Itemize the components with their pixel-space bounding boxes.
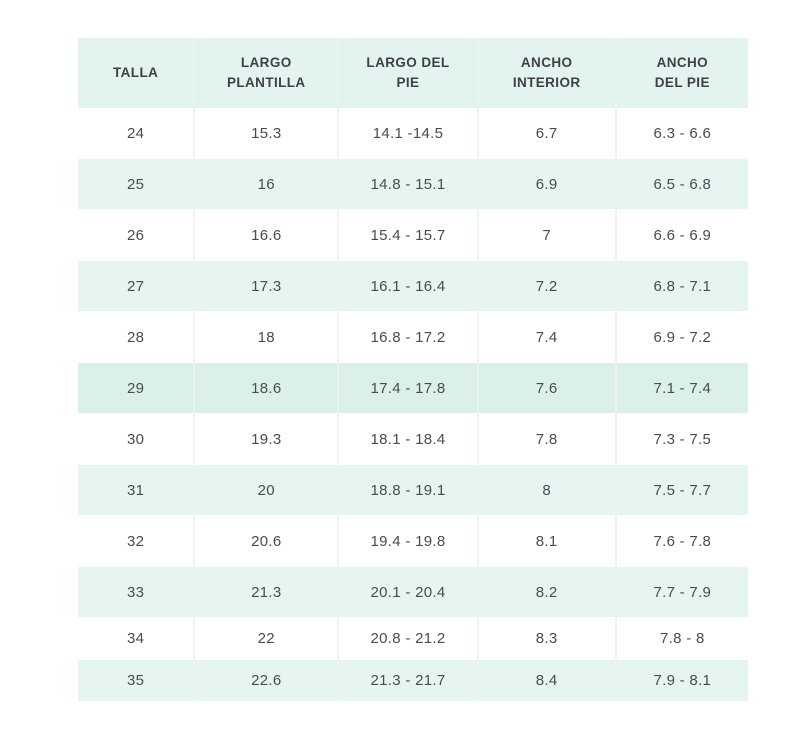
table-cell: 6.9 - 7.2 [616, 312, 748, 363]
table-cell: 8.3 [478, 618, 617, 660]
table-cell: 7.9 - 8.1 [616, 660, 748, 702]
table-header-row: TALLA LARGO PLANTILLA LARGO DEL PIE ANCHO I… [78, 38, 748, 108]
table-cell: 6.3 - 6.6 [616, 108, 748, 159]
table-cell: 25 [78, 159, 196, 210]
table-cell: 6.9 [478, 159, 617, 210]
column-header: ANCHO INTERIOR [479, 38, 617, 108]
table-cell: 16 [195, 159, 340, 210]
table-cell: 14.8 - 15.1 [339, 159, 479, 210]
table-cell: 18.1 - 18.4 [339, 414, 479, 465]
table-cell: 29 [78, 363, 196, 414]
table-cell: 6.5 - 6.8 [616, 159, 748, 210]
table-row: 24 15.3 14.1 -14.5 6.7 6.3 - 6.6 [78, 108, 748, 159]
table-cell: 24 [78, 108, 196, 159]
table-cell: 16.1 - 16.4 [339, 261, 479, 312]
column-header: LARGO DEL PIE [339, 38, 479, 108]
table-cell: 22 [195, 618, 340, 660]
table-cell: 18.8 - 19.1 [339, 465, 479, 516]
table-cell: 33 [78, 567, 196, 618]
table-cell: 17.4 - 17.8 [339, 363, 479, 414]
table-cell: 8.1 [478, 516, 617, 567]
table-cell: 7.2 [478, 261, 617, 312]
table-row: 32 20.6 19.4 - 19.8 8.1 7.6 - 7.8 [78, 516, 748, 567]
table-cell: 35 [78, 660, 196, 702]
table-cell: 19.4 - 19.8 [339, 516, 479, 567]
table-row: 27 17.3 16.1 - 16.4 7.2 6.8 - 7.1 [78, 261, 748, 312]
table-cell: 27 [78, 261, 196, 312]
table-cell: 8.4 [478, 660, 617, 702]
column-header: LARGO PLANTILLA [195, 38, 340, 108]
table-cell: 7.3 - 7.5 [616, 414, 748, 465]
table-cell: 20 [195, 465, 340, 516]
table-cell: 18.6 [195, 363, 340, 414]
size-chart-table: TALLA LARGO PLANTILLA LARGO DEL PIE ANCHO I… [78, 38, 748, 702]
table-cell: 7.5 - 7.7 [616, 465, 748, 516]
table-row: 35 22.6 21.3 - 21.7 8.4 7.9 - 8.1 [78, 660, 748, 702]
table-cell: 7.1 - 7.4 [616, 363, 748, 414]
table-cell: 26 [78, 210, 196, 261]
table-cell: 14.1 -14.5 [339, 108, 479, 159]
table-cell: 8 [478, 465, 617, 516]
table-cell: 7.6 [478, 363, 617, 414]
table-row: 34 22 20.8 - 21.2 8.3 7.8 - 8 [78, 618, 748, 660]
table-cell: 7.8 [478, 414, 617, 465]
table-cell: 16.8 - 17.2 [339, 312, 479, 363]
table-cell: 20.1 - 20.4 [339, 567, 479, 618]
table-row: 28 18 16.8 - 17.2 7.4 6.9 - 7.2 [78, 312, 748, 363]
table-row: 31 20 18.8 - 19.1 8 7.5 - 7.7 [78, 465, 748, 516]
column-header: ANCHO DEL PIE [654, 54, 710, 90]
table-cell: 7.4 [478, 312, 617, 363]
table-body: 24 15.3 14.1 -14.5 6.7 6.3 - 6.6 25 16 14.8 - 1… [78, 108, 748, 702]
table-cell: 30 [78, 414, 196, 465]
table-cell: 6.6 - 6.9 [616, 210, 748, 261]
table-cell: 7.6 - 7.8 [616, 516, 748, 567]
table-cell: 15.4 - 15.7 [339, 210, 479, 261]
table-row: 26 16.6 15.4 - 15.7 7 6.6 - 6.9 [78, 210, 748, 261]
table-cell: 20.6 [195, 516, 340, 567]
table-cell: 8.2 [478, 567, 617, 618]
table-cell: 17.3 [195, 261, 340, 312]
table-cell: 7 [478, 210, 617, 261]
table-cell: 28 [78, 312, 196, 363]
table-cell: 6.8 - 7.1 [616, 261, 748, 312]
table-row: 30 19.3 18.1 - 18.4 7.8 7.3 - 7.5 [78, 414, 748, 465]
table-row: 25 16 14.8 - 15.1 6.9 6.5 - 6.8 [78, 159, 748, 210]
table-cell: 7.7 - 7.9 [616, 567, 748, 618]
table-cell: 34 [78, 618, 196, 660]
table-cell: 21.3 - 21.7 [339, 660, 479, 702]
table-cell: 22.6 [195, 660, 340, 702]
table-cell: 32 [78, 516, 196, 567]
table-cell: 7.8 - 8 [616, 618, 748, 660]
table-cell: 20.8 - 21.2 [339, 618, 479, 660]
table-cell: 19.3 [195, 414, 340, 465]
table-row: 29 18.6 17.4 - 17.8 7.6 7.1 - 7.4 [78, 363, 748, 414]
table-cell: 6.7 [478, 108, 617, 159]
table-cell: 16.6 [195, 210, 340, 261]
column-header: TALLA [78, 38, 196, 108]
table-cell: 21.3 [195, 567, 340, 618]
table-cell: 18 [195, 312, 340, 363]
table-cell: 31 [78, 465, 196, 516]
table-row: 33 21.3 20.1 - 20.4 8.2 7.7 - 7.9 [78, 567, 748, 618]
table-cell: 15.3 [195, 108, 340, 159]
